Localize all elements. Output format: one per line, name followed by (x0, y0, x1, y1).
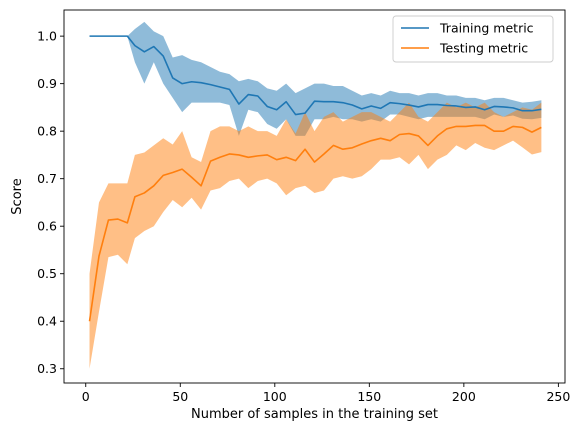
training-line (89, 35, 542, 116)
x-tick-label: 100 (263, 389, 287, 404)
series-lines (88, 35, 542, 322)
y-tick-label: 0.3 (37, 361, 57, 376)
y-tick-label: 0.5 (37, 266, 57, 281)
x-tick-label: 0 (82, 389, 90, 404)
y-tick-label: 0.6 (37, 219, 57, 234)
y-axis-label: Score (10, 178, 25, 214)
x-tick-label: 200 (452, 389, 476, 404)
plot-frame (63, 9, 566, 384)
x-axis-label: Number of samples in the training set (191, 407, 438, 422)
testing-band (89, 102, 542, 369)
y-tick-label: 0.8 (37, 124, 57, 139)
y-axis-ticks: 0.3 0.4 0.5 0.6 0.7 0.8 0.9 1.0 (37, 29, 64, 376)
legend-label-training: Training metric (439, 21, 534, 36)
y-tick-label: 1.0 (37, 29, 57, 44)
training-band (89, 21, 542, 136)
x-axis-ticks: 0 50 100 150 200 250 (82, 383, 570, 404)
legend-label-testing: Testing metric (439, 41, 528, 56)
y-tick-label: 0.9 (37, 76, 57, 91)
legend-box (392, 15, 554, 63)
legend: Training metric Testing metric (392, 15, 554, 63)
x-tick-label: 50 (172, 389, 188, 404)
testing-line (88, 124, 542, 322)
y-tick-label: 0.7 (37, 171, 57, 186)
y-tick-label: 0.4 (37, 314, 57, 329)
confidence-bands (89, 21, 542, 369)
x-tick-label: 150 (357, 389, 381, 404)
x-tick-label: 250 (546, 389, 570, 404)
